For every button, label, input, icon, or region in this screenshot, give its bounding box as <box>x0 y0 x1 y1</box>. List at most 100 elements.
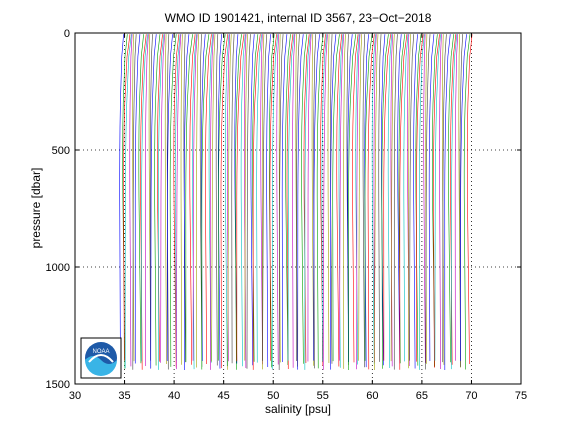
profile-line <box>250 34 255 366</box>
profile-line <box>243 34 247 369</box>
profile-line <box>220 34 229 369</box>
profile-line <box>278 34 284 370</box>
x-tick-label: 55 <box>317 390 329 402</box>
y-tick-label: 1500 <box>46 379 70 391</box>
profile-line <box>266 34 271 368</box>
profile-line <box>215 34 219 366</box>
profile-line <box>296 34 300 362</box>
profile-line <box>227 34 232 370</box>
profile-line <box>460 34 467 361</box>
profile-line <box>466 34 473 365</box>
profile-line <box>383 34 391 361</box>
profile-line <box>364 34 373 361</box>
profile-line <box>297 34 304 370</box>
profile-line <box>157 34 163 362</box>
profile-line <box>307 34 312 362</box>
profile-line <box>244 34 248 361</box>
profile-line <box>301 34 308 364</box>
profile-line <box>442 34 445 365</box>
profile-line <box>313 34 317 369</box>
profile-line <box>381 34 386 366</box>
profile-line <box>434 34 441 361</box>
profile-line <box>321 34 327 362</box>
profile-line <box>387 34 393 368</box>
profile-line <box>442 34 447 363</box>
profile-line <box>205 34 212 365</box>
profiles <box>119 34 473 370</box>
profile-line <box>231 34 235 364</box>
profile-line <box>235 34 242 370</box>
x-tick-label: 60 <box>366 390 378 402</box>
profile-line <box>352 34 359 363</box>
profile-line <box>180 34 183 365</box>
profile-line <box>252 34 259 362</box>
profile-line <box>390 34 393 367</box>
profile-line <box>240 34 246 367</box>
profile-line <box>409 34 414 361</box>
x-tick-label: 35 <box>118 390 130 402</box>
profile-line <box>397 34 402 364</box>
profile-line <box>416 34 424 362</box>
profile-line <box>149 34 153 361</box>
profile-line <box>425 34 431 370</box>
profile-line <box>276 34 279 365</box>
profile-line <box>166 34 173 361</box>
profile-line <box>281 34 288 362</box>
profile-line <box>158 34 165 370</box>
profile-line <box>256 34 262 363</box>
profile-line <box>134 34 141 364</box>
profile-line <box>124 34 132 368</box>
x-tick-label: 65 <box>416 390 428 402</box>
profile-line <box>303 34 310 363</box>
profile-line <box>164 34 167 364</box>
profile-line <box>129 34 133 367</box>
profile-line <box>358 34 362 361</box>
profile-line <box>347 34 353 362</box>
profile-line <box>448 34 454 363</box>
profile-line <box>150 34 157 369</box>
profile-line <box>339 34 345 361</box>
profile-line <box>132 34 135 362</box>
x-tick-label: 50 <box>267 390 279 402</box>
y-tick-label: 1000 <box>46 262 70 274</box>
profile-line <box>444 34 451 370</box>
profile-line <box>413 34 418 369</box>
profile-line <box>260 34 263 365</box>
x-tick-label: 75 <box>515 390 527 402</box>
profile-line <box>269 34 277 361</box>
x-tick-label: 45 <box>218 390 230 402</box>
profile-line <box>196 34 199 368</box>
profile-line <box>316 34 324 369</box>
profile-line <box>373 34 377 363</box>
profile-line <box>304 34 311 370</box>
profile-line <box>454 34 458 361</box>
profile-line <box>184 34 190 370</box>
x-tick-label: 40 <box>168 390 180 402</box>
profile-line <box>236 34 245 362</box>
profile-line <box>374 34 379 370</box>
profile-line <box>286 34 294 369</box>
profile-line <box>463 34 471 370</box>
profile-line <box>189 34 196 365</box>
profile-line <box>408 34 411 369</box>
profile-line <box>154 34 161 366</box>
profile-line <box>381 34 389 369</box>
profile-line <box>362 34 366 368</box>
profile-line <box>119 34 124 366</box>
x-axis-title: salinity [psu] <box>265 402 331 416</box>
profile-line <box>268 34 275 368</box>
profile-line <box>211 34 216 362</box>
profile-line <box>192 34 198 361</box>
profile-line <box>285 34 291 365</box>
noaa-logo-text: NOAA <box>92 349 109 355</box>
profile-line <box>201 34 210 370</box>
profile-line <box>378 34 382 362</box>
profile-line <box>169 34 177 367</box>
x-axis: 30 35 40 45 50 55 60 65 70 75 <box>69 33 527 402</box>
profile-line <box>278 34 281 363</box>
profile-line <box>419 34 425 370</box>
profile-line <box>450 34 458 370</box>
plot-frame <box>74 32 522 385</box>
profile-line <box>327 34 330 364</box>
y-tick-label: 500 <box>52 145 70 157</box>
